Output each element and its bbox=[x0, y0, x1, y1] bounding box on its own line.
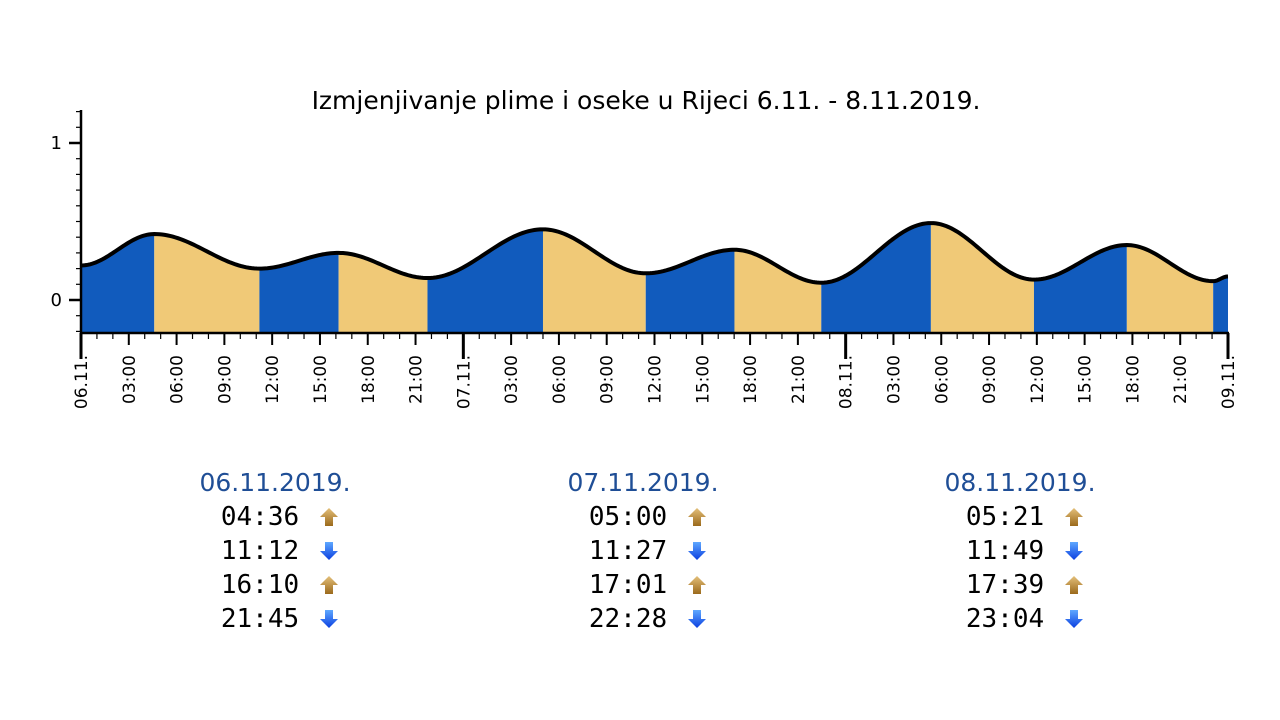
tide-row: 11:49 bbox=[900, 534, 1140, 568]
falling-tide-area bbox=[930, 223, 1034, 333]
x-tick-label: 09:00 bbox=[980, 355, 1000, 404]
day-date: 08.11.2019. bbox=[944, 468, 1096, 497]
x-tick-label: 03:00 bbox=[120, 355, 140, 404]
tide-time: 11:27 bbox=[588, 536, 668, 566]
falling-tide-area bbox=[154, 234, 260, 333]
y-tick-label: 0 bbox=[51, 290, 62, 311]
rising-tide-area bbox=[427, 229, 543, 333]
tide-row: 05:21 bbox=[900, 500, 1140, 534]
x-tick-label: 06:00 bbox=[550, 355, 570, 404]
tide-time: 11:12 bbox=[220, 536, 300, 566]
arrow-up-gold-icon bbox=[318, 506, 340, 528]
tide-time: 04:36 bbox=[220, 502, 300, 532]
tide-time: 17:39 bbox=[965, 570, 1045, 600]
day-column: 07.11.2019. 05:00 11:27 17:01 22:28 bbox=[523, 466, 763, 636]
x-tick-label: 09:00 bbox=[598, 355, 618, 404]
tide-time: 11:49 bbox=[965, 536, 1045, 566]
tide-time: 17:01 bbox=[588, 570, 668, 600]
x-tick-label: 06.11. bbox=[72, 355, 92, 409]
arrow-down-blue-icon bbox=[1063, 540, 1085, 562]
rising-tide-area bbox=[1033, 245, 1127, 333]
x-tick-label: 06:00 bbox=[168, 355, 188, 404]
tide-curve bbox=[80, 221, 1229, 285]
x-tick-label: 06:00 bbox=[932, 355, 952, 404]
day-column: 06.11.2019. 04:36 11:12 16:10 21:45 bbox=[155, 466, 395, 636]
tide-chart: Izmjenjivanje plime i oseke u Rijeci 6.1… bbox=[51, 86, 1239, 409]
arrow-down-blue-icon bbox=[686, 540, 708, 562]
falling-tide-area bbox=[1126, 245, 1214, 333]
arrow-up-gold-icon bbox=[686, 574, 708, 596]
tide-time: 16:10 bbox=[220, 570, 300, 600]
day-column: 08.11.2019. 05:21 11:49 17:39 23:04 bbox=[900, 466, 1140, 636]
arrow-down-blue-icon bbox=[318, 608, 340, 630]
x-tick-label: 21:00 bbox=[407, 355, 427, 404]
arrow-up-gold-icon bbox=[686, 506, 708, 528]
tide-row: 11:12 bbox=[155, 534, 395, 568]
x-tick-label: 18:00 bbox=[1123, 355, 1143, 404]
tide-row: 22:28 bbox=[523, 602, 763, 636]
tide-row: 04:36 bbox=[155, 500, 395, 534]
axes: 0 1 06.11. 03:00 06:00 09:00 12:00 15:00 18:00 21… bbox=[51, 110, 1239, 409]
falling-tide-area bbox=[734, 249, 822, 333]
area-layer bbox=[81, 223, 1228, 333]
chart-title: Izmjenjivanje plime i oseke u Rijeci 6.1… bbox=[312, 86, 981, 115]
arrow-down-blue-icon bbox=[686, 608, 708, 630]
tide-time: 21:45 bbox=[220, 604, 300, 634]
falling-tide-area bbox=[338, 252, 428, 333]
x-tick-label: 12:00 bbox=[1028, 355, 1048, 404]
tide-time: 23:04 bbox=[965, 604, 1045, 634]
x-tick-label: 03:00 bbox=[885, 355, 905, 404]
x-tick-label: 12:00 bbox=[263, 355, 283, 404]
tide-row: 05:00 bbox=[523, 500, 763, 534]
rising-tide-area bbox=[821, 223, 931, 333]
x-tick-label: 09:00 bbox=[215, 355, 235, 404]
x-tick-label: 03:00 bbox=[502, 355, 522, 404]
x-tick-label: 08.11. bbox=[837, 355, 857, 409]
y-tick-label: 1 bbox=[51, 133, 62, 154]
x-tick-label: 18:00 bbox=[359, 355, 379, 404]
tide-time: 05:00 bbox=[588, 502, 668, 532]
tide-row: 16:10 bbox=[155, 568, 395, 602]
tide-row: 23:04 bbox=[900, 602, 1140, 636]
x-tick-label: 21:00 bbox=[1171, 355, 1191, 404]
arrow-up-gold-icon bbox=[1063, 506, 1085, 528]
x-tick-label: 12:00 bbox=[646, 355, 666, 404]
x-tick-label: 09.11. bbox=[1219, 355, 1239, 409]
arrow-down-blue-icon bbox=[1063, 608, 1085, 630]
arrow-up-gold-icon bbox=[1063, 574, 1085, 596]
tide-time: 05:21 bbox=[965, 502, 1045, 532]
rising-tide-area bbox=[259, 252, 339, 333]
tide-row: 11:27 bbox=[523, 534, 763, 568]
tide-row: 21:45 bbox=[155, 602, 395, 636]
x-tick-label: 15:00 bbox=[311, 355, 331, 404]
arrow-up-gold-icon bbox=[318, 574, 340, 596]
x-tick-label: 15:00 bbox=[693, 355, 713, 404]
day-date: 07.11.2019. bbox=[567, 468, 719, 497]
falling-tide-area bbox=[542, 229, 646, 333]
arrow-down-blue-icon bbox=[318, 540, 340, 562]
rising-tide-area bbox=[81, 234, 155, 333]
x-tick-label: 21:00 bbox=[789, 355, 809, 404]
rising-tide-area bbox=[1213, 276, 1228, 333]
x-tick-label: 15:00 bbox=[1076, 355, 1096, 404]
tide-row: 17:39 bbox=[900, 568, 1140, 602]
x-tick-label: 07.11. bbox=[454, 355, 474, 409]
tide-time: 22:28 bbox=[588, 604, 668, 634]
tide-row: 17:01 bbox=[523, 568, 763, 602]
day-date: 06.11.2019. bbox=[199, 468, 351, 497]
x-tick-label: 18:00 bbox=[741, 355, 761, 404]
